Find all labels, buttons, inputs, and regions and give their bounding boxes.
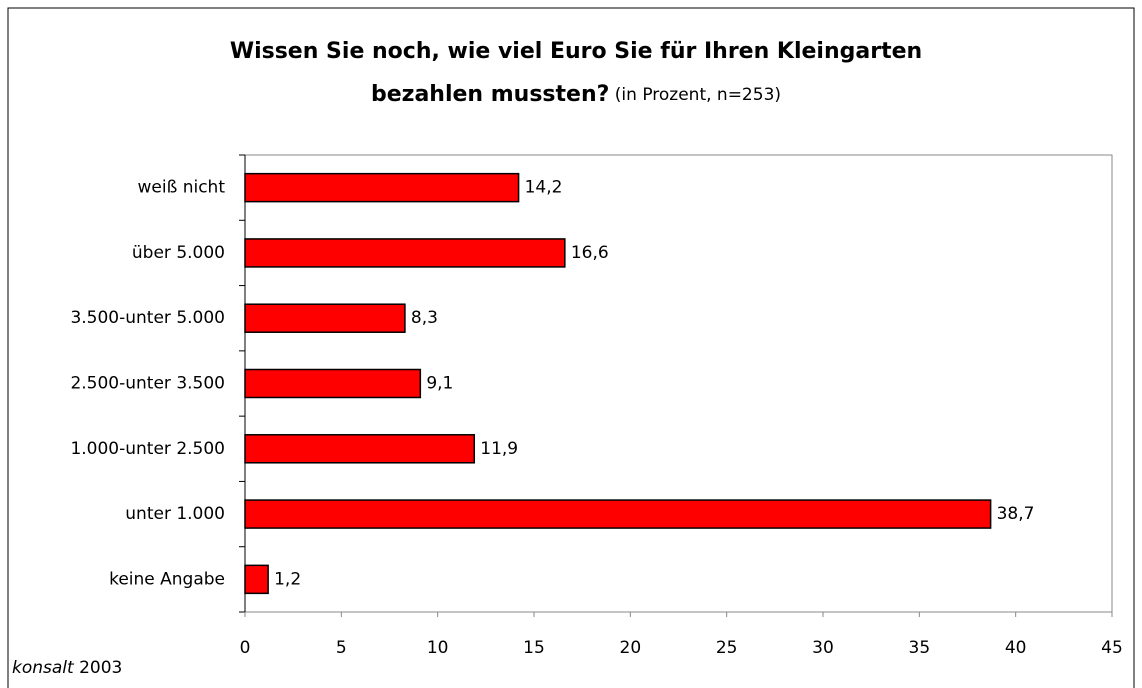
bar xyxy=(244,303,406,333)
x-tick-label: 5 xyxy=(336,638,347,658)
y-tick-label: unter 1.000 xyxy=(125,504,225,524)
x-tick-label: 25 xyxy=(716,638,738,658)
bar xyxy=(244,434,476,464)
y-tick-label: 2.500-unter 3.500 xyxy=(70,374,225,394)
frame xyxy=(7,7,1135,688)
x-tick-label: 40 xyxy=(1005,638,1027,658)
bar xyxy=(244,368,422,399)
bar xyxy=(244,238,566,268)
x-tick-label: 0 xyxy=(240,638,251,658)
bar xyxy=(244,499,992,529)
x-tick-label: 45 xyxy=(1101,638,1123,658)
subtitle: (in Prozent, n=253) xyxy=(615,85,781,105)
y-tick-label: über 5.000 xyxy=(132,243,225,263)
data-label: 1,2 xyxy=(274,569,301,589)
y-tick-label: weiß nicht xyxy=(138,178,226,198)
x-tick-label: 30 xyxy=(812,638,834,658)
x-tick-label: 10 xyxy=(427,638,449,658)
footer-brand: konsalt xyxy=(12,658,75,678)
data-label: 14,2 xyxy=(525,178,563,198)
data-label: 38,7 xyxy=(997,504,1035,524)
bar xyxy=(244,564,269,595)
data-label: 8,3 xyxy=(411,308,438,328)
footer-year: 2003 xyxy=(79,658,122,678)
y-tick-label: 3.500-unter 5.000 xyxy=(70,308,225,328)
y-tick-label: keine Angabe xyxy=(109,569,225,589)
y-tick-label: 1.000-unter 2.500 xyxy=(70,439,225,459)
chart-title: Wissen Sie noch, wie viel Euro Sie für I… xyxy=(230,39,922,64)
footer: konsalt 2003 xyxy=(12,658,122,678)
x-tick-label: 20 xyxy=(620,638,642,658)
title-line-2: bezahlen mussten? (in Prozent, n=253) xyxy=(371,82,781,107)
x-tick-label: 15 xyxy=(523,638,545,658)
bar xyxy=(244,172,520,203)
data-label: 11,9 xyxy=(480,439,518,459)
x-tick-label: 35 xyxy=(909,638,931,658)
data-label: 9,1 xyxy=(426,374,453,394)
data-label: 16,6 xyxy=(571,243,609,263)
chart-title: bezahlen mussten? xyxy=(371,82,609,107)
